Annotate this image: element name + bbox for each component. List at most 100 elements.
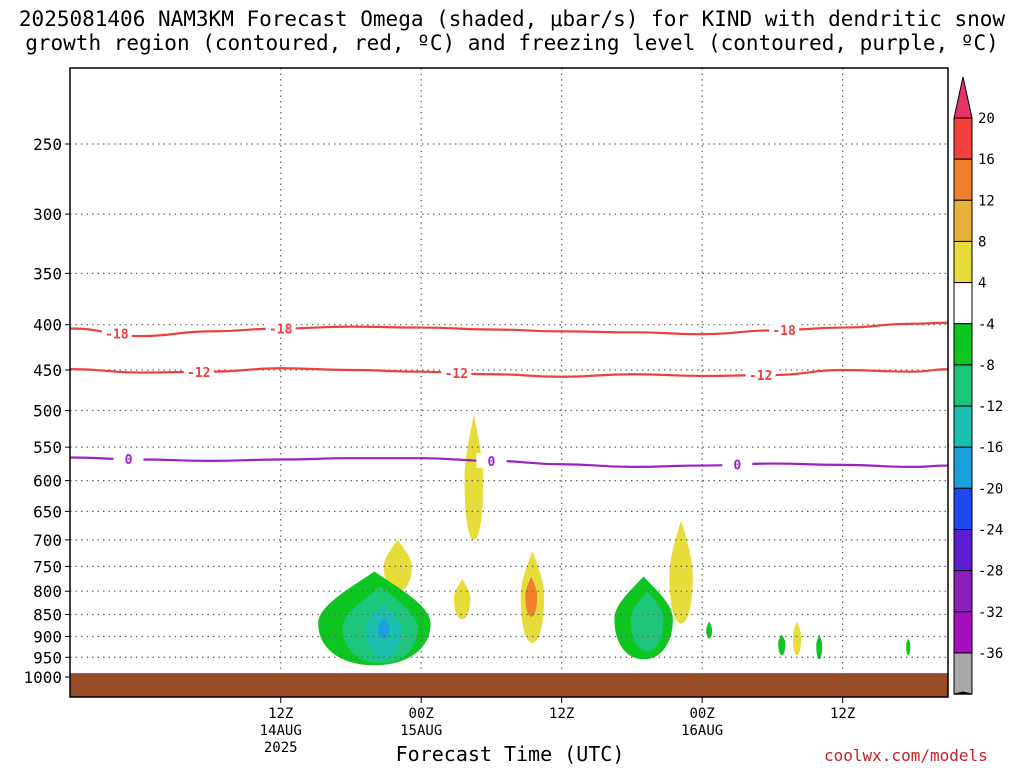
colorbar-band-6 [953,323,973,366]
plot-frame [69,67,949,698]
omega-region-0 [464,414,484,540]
colorbar-label-7: -12 [978,399,1003,415]
contour-label-0-0: -18 [105,328,129,343]
colorbar-label-13: -36 [978,646,1003,662]
gridlines [70,68,948,697]
colorbar-band-9 [953,446,973,489]
contour-label-bg-0-1 [265,320,296,336]
contour-label-bg-1-1 [441,364,472,380]
y-tick-label-1000: 1000 [23,668,62,687]
terrain-fill [70,673,948,697]
y-axis: 250 300 350 400 450 500 550 600 650 700 750 800 850 9… [23,135,70,687]
contour-label-bg-2-1 [476,452,507,468]
y-tick-label-750: 750 [33,557,62,576]
colorbar-label-5: -4 [978,317,995,333]
contour-label-bg-2-0 [113,451,144,467]
colorbar-band-13 [953,611,973,654]
colorbar-band-10 [953,487,973,531]
contour-label-bg-1-2 [745,367,776,383]
x-tick-label-12-1: 14AUG [260,723,302,739]
colorbar-label-6: -8 [978,358,995,374]
y-tick-label-500: 500 [33,402,62,421]
y-tick-label-400: 400 [33,316,62,335]
omega-region-3 [525,576,538,617]
omega-region-12 [706,621,713,639]
contour-label-1-0: -12 [187,366,210,381]
colorbar-label-3: 8 [978,234,986,250]
colorbar-band-14 [953,652,973,695]
colorbar-band-1 [953,117,973,160]
credit-link[interactable]: coolwx.com/models [824,746,988,765]
y-tick-label-850: 850 [33,606,62,625]
contour-label-bg-0-0 [101,325,132,341]
contour-label-1-2: -12 [749,369,772,384]
colorbar-band-11 [953,529,973,572]
y-tick-label-550: 550 [33,438,62,457]
contour-label-1-1: -12 [445,367,468,382]
omega-region-11 [630,591,664,652]
y-tick-label-900: 900 [33,627,62,646]
contour-line-1 [70,367,948,378]
contour-label-bg-0-2 [769,321,800,337]
x-tick-label-60-0: 12Z [830,706,855,722]
colorbar-band-5 [953,282,973,325]
contour-line-0 [70,321,948,338]
chart-title-line2: growth region (contoured, red, ºC) and f… [25,31,999,55]
y-tick-label-300: 300 [33,205,62,224]
contour-label-2-2: 0 [733,459,741,474]
omega-region-16 [906,638,911,656]
contour-label-2-0: 0 [125,453,133,468]
y-tick-label-250: 250 [33,135,62,154]
colorbar-bottom-arrow [953,691,973,695]
colorbar-label-10: -24 [978,523,1003,539]
colorbar-label-8: -16 [978,440,1003,456]
omega-region-1 [453,578,471,620]
y-tick-label-950: 950 [33,648,62,667]
omega-region-5 [669,520,693,624]
terrain-layer [70,673,948,697]
omega-region-14 [792,621,802,656]
y-tick-label-600: 600 [33,472,62,491]
colorbar-band-12 [953,570,973,613]
contour-label-bg-1-0 [183,363,214,379]
y-tick-label-800: 800 [33,582,62,601]
colorbar-band-3 [953,199,973,242]
contour-label-bg-2-2 [722,456,753,472]
x-tick-label-48-1: 16AUG [681,723,723,739]
x-axis-title: Forecast Time (UTC) [395,742,625,766]
colorbar-band-7 [953,364,973,407]
x-tick-label-24-1: 15AUG [400,723,442,739]
omega-shading-layer [318,414,911,666]
colorbar-band-2 [953,158,973,201]
contour-label-0-2: -18 [772,324,796,339]
colorbar-label-12: -32 [978,605,1003,621]
chart-title-line1: 2025081406 NAM3KM Forecast Omega (shaded… [18,7,1006,31]
omega-region-15 [816,634,823,660]
colorbar-label-1: 16 [978,152,995,168]
colorbar-label-0: 20 [978,111,995,127]
contour-layer [70,321,948,469]
colorbar: 20 16 12 8 4 -4 -8 -12 -16 -20 -24 -28 -32 -36 [953,76,1003,695]
contour-label-2-1: 0 [488,455,496,470]
colorbar-label-4: 4 [978,276,986,292]
x-tick-label-36-0: 12Z [549,706,574,722]
x-tick-label-48-0: 00Z [690,706,715,722]
y-tick-label-650: 650 [33,502,62,521]
x-tick-label-24-0: 00Z [409,706,434,722]
y-tick-label-350: 350 [33,264,62,283]
x-tick-label-12-0: 12Z [268,706,293,722]
omega-region-13 [778,634,786,656]
omega-region-9 [377,619,390,639]
contour-line-2 [70,456,948,469]
colorbar-band-4 [953,240,973,284]
colorbar-label-11: -28 [978,564,1003,580]
colorbar-top-arrow [953,76,973,119]
y-tick-label-700: 700 [33,531,62,550]
colorbar-label-2: 12 [978,193,995,209]
colorbar-label-9: -20 [978,481,1003,497]
contour-labels: -18 -18 -18 -12 -12 -12 0 0 0 [101,320,800,474]
colorbar-band-8 [953,405,973,448]
contour-label-0-1: -18 [269,323,293,338]
